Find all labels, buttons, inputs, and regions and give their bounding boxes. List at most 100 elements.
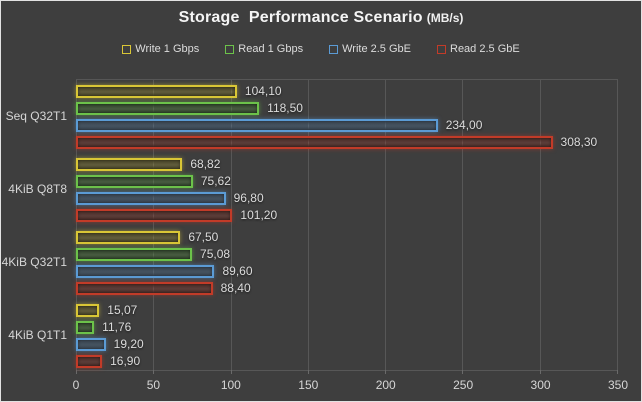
bar-4kib-q32t1-series-0[interactable]	[76, 230, 181, 244]
value-label: 15,07	[107, 303, 138, 317]
chart-title-text: Storage Performance Scenario	[178, 9, 423, 26]
bar-group-2: 67,50 75,08 89,60 88,40	[76, 226, 617, 299]
value-label: 104,10	[244, 84, 282, 98]
value-label: 75,62	[200, 174, 231, 188]
bar-seq-q32t1-series-0[interactable]	[76, 84, 237, 98]
legend-label: Write 2.5 GbE	[342, 43, 411, 55]
legend-label: Write 1 Gbps	[135, 43, 200, 55]
bar-row: 67,50	[76, 230, 617, 244]
bar-row: 308,30	[76, 135, 617, 149]
gridline	[385, 80, 387, 370]
bar-row: 89,60	[76, 264, 617, 278]
value-label: 234,00	[445, 118, 483, 132]
bar-row: 118,50	[76, 101, 617, 115]
gridline	[462, 80, 464, 370]
bar-4kib-q8t8-series-3[interactable]	[76, 208, 233, 222]
value-label: 96,80	[233, 191, 264, 205]
bar-group-1: 68,82 75,62 96,80 101,20	[76, 153, 617, 226]
chart-title-unit: (MB/s)	[426, 11, 464, 25]
plot-area: 104,10 118,50 234,00 308,30 68,82 75,62 96,80 1…	[76, 79, 618, 374]
category-label-1: 4KiB Q8T8	[8, 181, 67, 196]
gridline	[617, 80, 618, 370]
legend-item-2[interactable]: Write 2.5 GbE	[329, 43, 411, 55]
bar-row: 16,90	[76, 354, 617, 368]
tick-mark	[307, 370, 309, 374]
value-label: 75,08	[200, 247, 231, 261]
bar-4kib-q1t1-series-0[interactable]	[76, 303, 100, 317]
legend-label: Read 2.5 GbE	[450, 43, 520, 55]
x-tick-label: 200	[375, 378, 396, 392]
tick-mark	[230, 370, 232, 374]
value-label: 101,20	[240, 208, 278, 222]
legend: Write 1 Gbps Read 1 Gbps Write 2.5 GbE Read…	[1, 43, 641, 55]
bar-row: 104,10	[76, 84, 617, 98]
value-label: 308,30	[560, 135, 598, 149]
bar-4kib-q8t8-series-2[interactable]	[76, 191, 226, 205]
category-label-0: Seq Q32T1	[5, 108, 67, 123]
bar-groups: 104,10 118,50 234,00 308,30 68,82 75,62 96,80 1…	[76, 80, 617, 370]
legend-swatch-icon	[437, 44, 446, 54]
bar-4kib-q32t1-series-1[interactable]	[76, 247, 193, 261]
x-tick-label: 0	[72, 378, 80, 392]
gridline	[307, 80, 309, 370]
tick-mark	[462, 370, 464, 374]
value-label: 67,50	[188, 230, 219, 244]
legend-swatch-icon	[122, 44, 132, 54]
legend-swatch-icon	[225, 44, 235, 54]
x-tick-label: 300	[530, 378, 551, 392]
gridline	[153, 80, 155, 370]
bar-4kib-q8t8-series-1[interactable]	[76, 174, 193, 188]
bar-row: 88,40	[76, 281, 617, 295]
value-label: 88,40	[220, 281, 251, 295]
legend-swatch-icon	[329, 44, 339, 54]
bar-seq-q32t1-series-1[interactable]	[76, 101, 260, 115]
value-label: 11,76	[102, 320, 132, 334]
x-tick-label: 250	[453, 378, 474, 392]
x-tick-label: 100	[220, 378, 241, 392]
legend-label: Read 1 Gbps	[238, 43, 304, 55]
bar-row: 15,07	[76, 303, 617, 317]
x-tick-label: 50	[146, 378, 161, 392]
gridline	[539, 80, 541, 370]
bar-seq-q32t1-series-2[interactable]	[76, 118, 438, 132]
gridline	[76, 80, 77, 370]
bar-4kib-q1t1-series-2[interactable]	[76, 337, 106, 351]
bar-4kib-q32t1-series-2[interactable]	[76, 264, 215, 278]
legend-item-0[interactable]: Write 1 Gbps	[122, 43, 199, 55]
legend-item-1[interactable]: Read 1 Gbps	[225, 43, 303, 55]
category-label-3: 4KiB Q1T1	[8, 327, 67, 342]
x-tick-label: 150	[298, 378, 319, 392]
tick-mark	[153, 370, 155, 374]
category-label-2: 4KiB Q32T1	[1, 254, 67, 269]
chart-title: Storage Performance Scenario (MB/s)	[1, 9, 641, 27]
bar-row: 19,20	[76, 337, 617, 351]
tick-mark	[385, 370, 387, 374]
tick-mark	[76, 370, 77, 374]
bar-4kib-q8t8-series-0[interactable]	[76, 157, 183, 171]
bar-row: 75,62	[76, 174, 617, 188]
bar-4kib-q1t1-series-1[interactable]	[76, 320, 95, 334]
bar-row: 75,08	[76, 247, 617, 261]
bar-row: 234,00	[76, 118, 617, 132]
bar-row: 11,76	[76, 320, 617, 334]
value-axis: 0 50 100 150 200 250 300 350	[72, 375, 628, 395]
category-axis: Seq Q32T1 4KiB Q8T8 4KiB Q32T1 4KiB Q1T1	[1, 79, 69, 371]
bar-seq-q32t1-series-3[interactable]	[76, 135, 553, 149]
x-tick-label: 350	[607, 378, 629, 392]
value-label: 89,60	[222, 264, 253, 278]
bar-group-3: 15,07 11,76 19,20 16,90	[76, 299, 617, 372]
bar-row: 96,80	[76, 191, 617, 205]
bar-4kib-q32t1-series-3[interactable]	[76, 281, 213, 295]
value-label: 19,20	[113, 337, 144, 351]
value-label: 118,50	[267, 101, 303, 115]
gridline	[230, 80, 232, 370]
bar-group-0: 104,10 118,50 234,00 308,30	[76, 80, 617, 153]
bar-4kib-q1t1-series-3[interactable]	[76, 354, 103, 368]
value-label: 16,90	[110, 354, 141, 368]
tick-mark	[617, 370, 618, 374]
tick-mark	[539, 370, 541, 374]
legend-item-3[interactable]: Read 2.5 GbE	[437, 43, 520, 55]
value-label: 68,82	[190, 157, 221, 171]
bar-row: 68,82	[76, 157, 617, 171]
